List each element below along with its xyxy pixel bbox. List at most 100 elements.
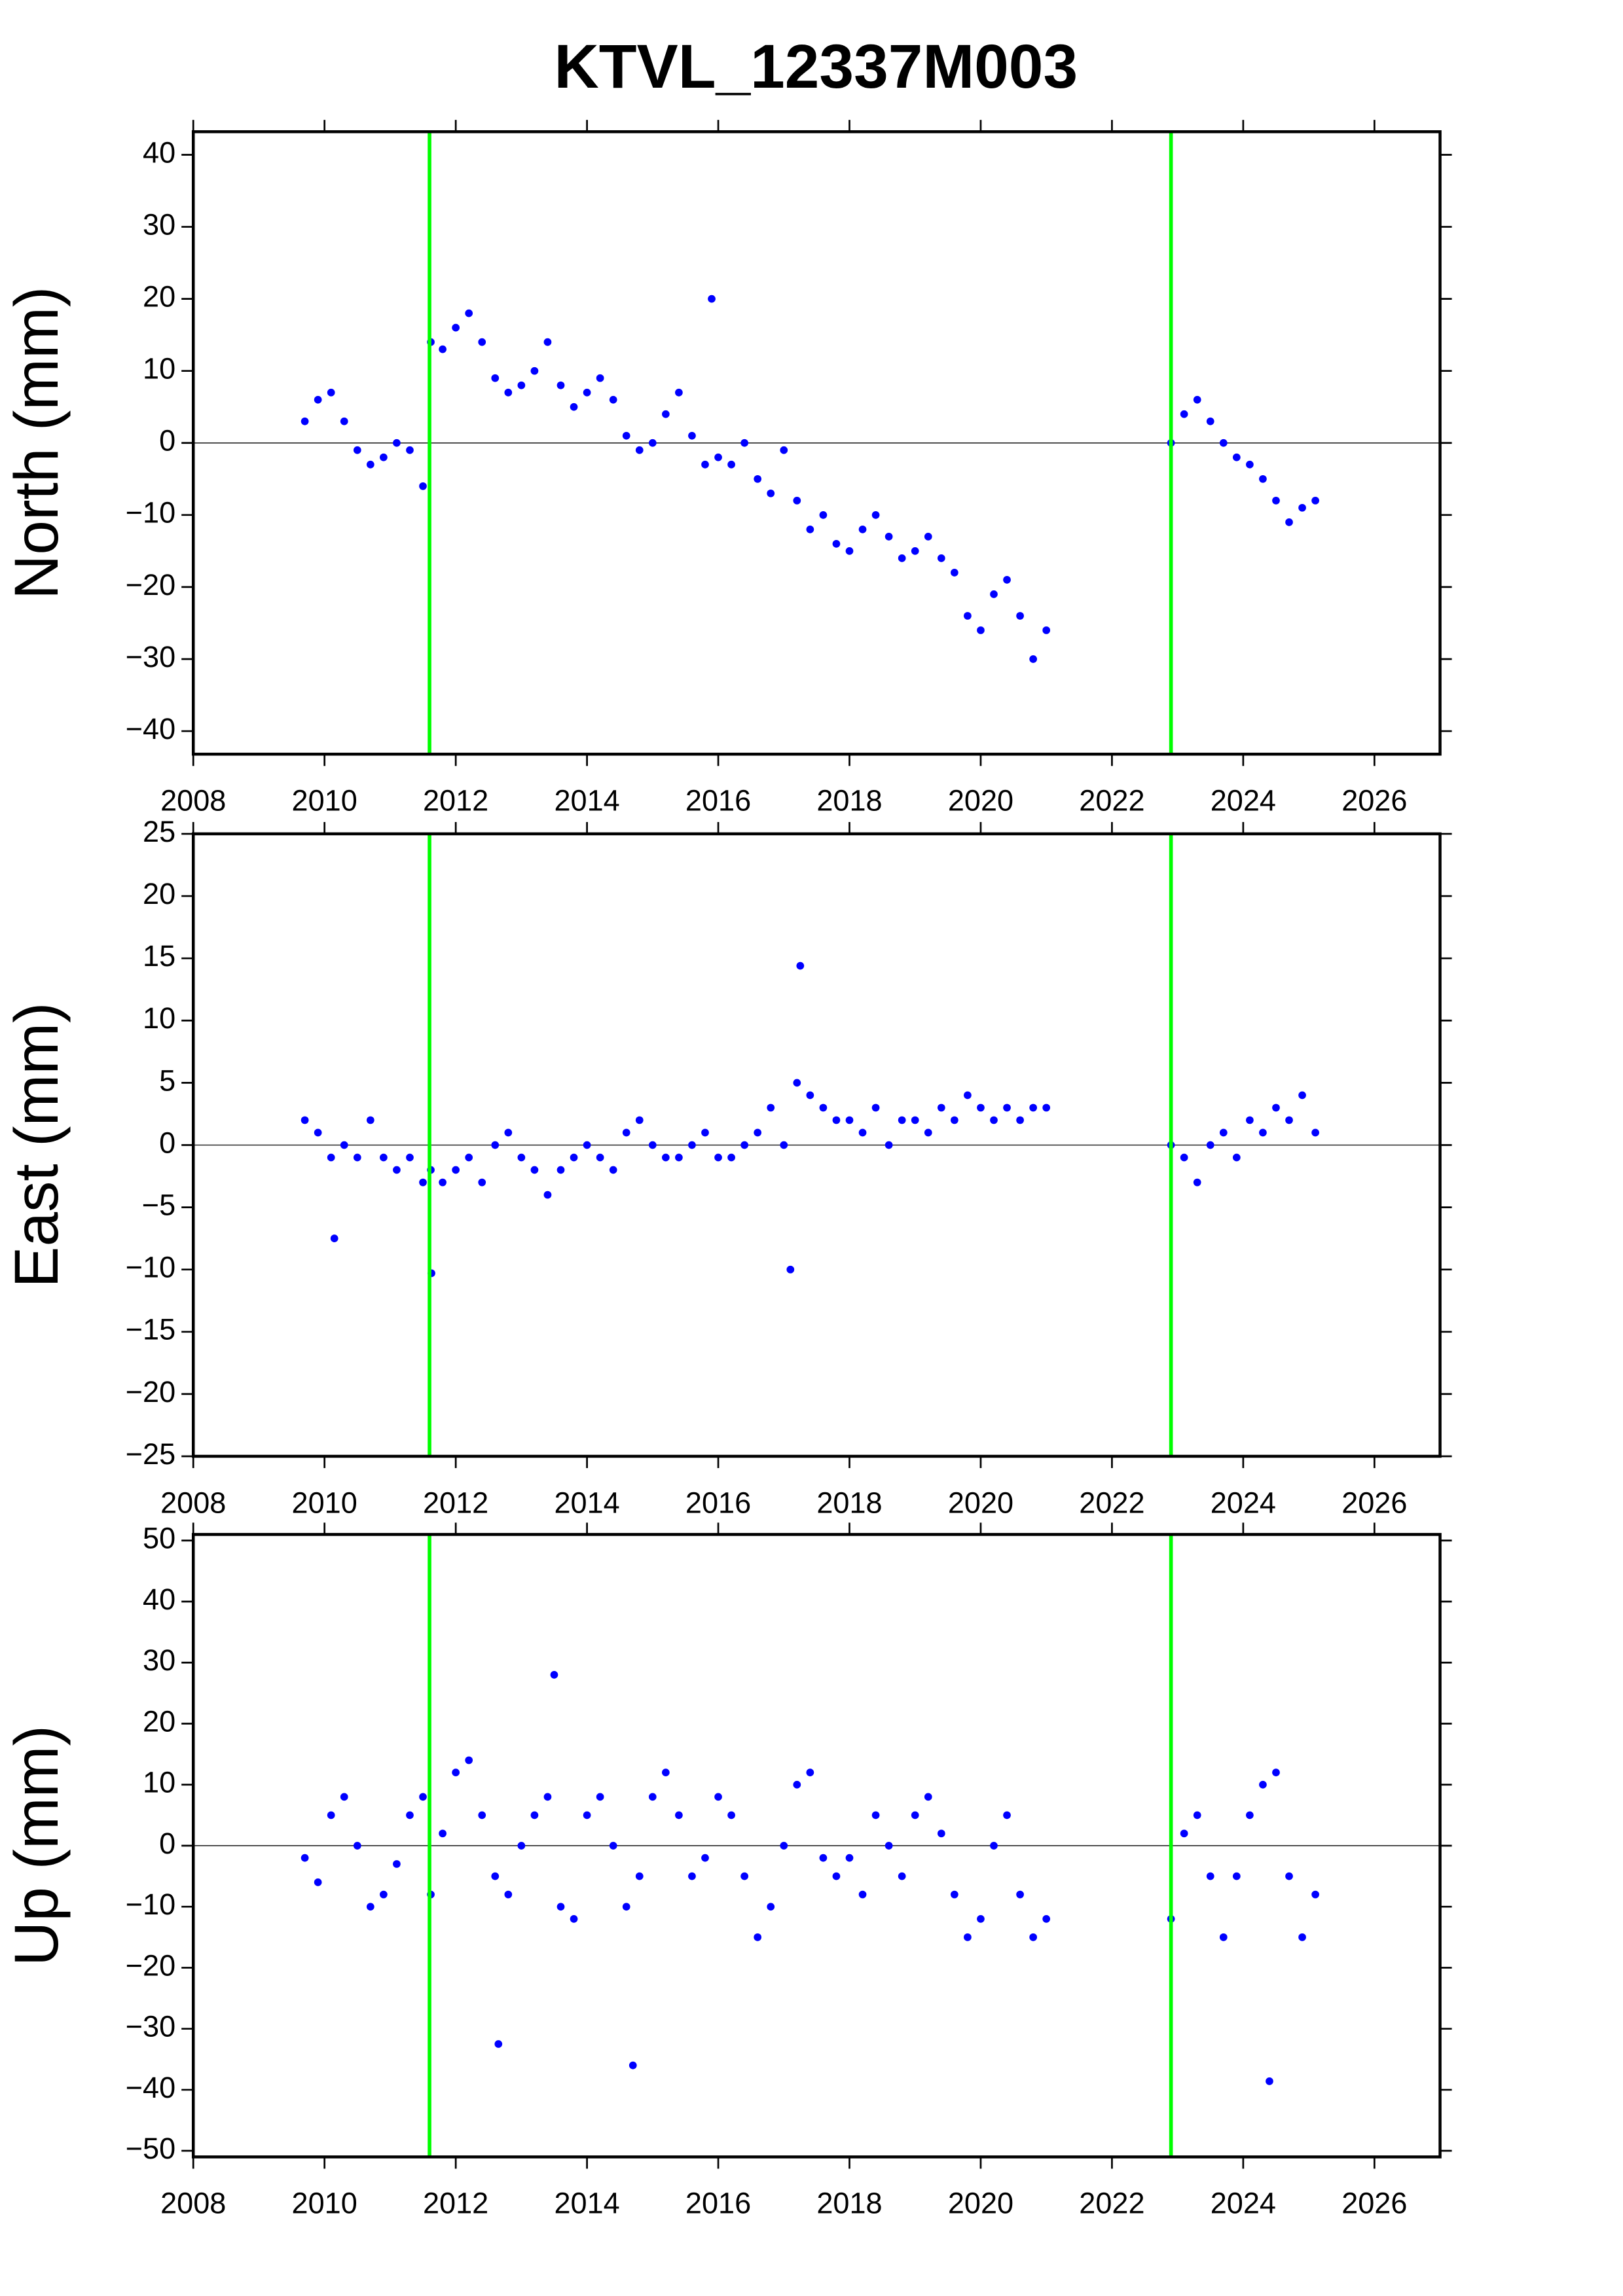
data-point (491, 374, 500, 382)
y-tick-label: 40 (143, 1583, 175, 1616)
data-point (662, 410, 670, 418)
data-point (635, 1116, 644, 1124)
data-point (1272, 496, 1280, 505)
x-tick-label: 2022 (1079, 2187, 1144, 2220)
data-point (1016, 1116, 1024, 1124)
figure-title: KTVL_12337M003 (554, 32, 1078, 101)
y-tick-label: 15 (143, 939, 175, 973)
data-point (754, 475, 762, 483)
data-point (570, 403, 578, 411)
y-axis-label: Up (mm) (2, 1725, 71, 1966)
y-tick-label: 30 (143, 207, 175, 241)
data-point (714, 453, 722, 461)
x-tick-label: 2010 (292, 1486, 357, 1519)
x-tick-label: 2016 (685, 1486, 751, 1519)
data-point (517, 1842, 526, 1850)
data-point (780, 1842, 788, 1850)
data-point (393, 1860, 401, 1868)
data-point (366, 460, 374, 469)
y-axis-label: North (mm) (2, 287, 71, 600)
x-tick-label: 2026 (1341, 2187, 1407, 2220)
y-tick-label: 50 (143, 1522, 175, 1555)
y-tick-label: −20 (126, 1375, 175, 1408)
data-point (1266, 2077, 1273, 2085)
x-tick-label: 2018 (816, 1486, 882, 1519)
y-tick-label: −20 (126, 568, 175, 601)
data-point (1272, 1768, 1280, 1776)
data-point (1003, 576, 1011, 584)
data-point (990, 1116, 998, 1124)
data-point (1206, 417, 1214, 425)
data-point (871, 511, 880, 519)
data-point (596, 1153, 604, 1162)
data-point (530, 367, 539, 375)
data-point (556, 1166, 565, 1174)
data-point (1193, 1811, 1201, 1820)
y-tick-label: −30 (126, 2010, 175, 2043)
data-point (1311, 496, 1319, 505)
y-tick-label: −10 (126, 1888, 175, 1921)
data-point (845, 547, 854, 555)
data-point (366, 1116, 374, 1124)
x-tick-label: 2026 (1341, 1486, 1407, 1519)
data-point (1298, 1091, 1306, 1100)
data-point (327, 1153, 335, 1162)
data-point (301, 1116, 309, 1124)
data-point (675, 1811, 683, 1820)
data-point (353, 1153, 361, 1162)
x-tick-label: 2022 (1079, 784, 1144, 817)
data-point (780, 1141, 788, 1149)
data-point (688, 431, 696, 440)
data-point (793, 1780, 801, 1789)
data-point (924, 1128, 932, 1137)
data-point (1042, 1103, 1051, 1112)
y-tick-label: −15 (126, 1313, 175, 1346)
data-point (1219, 439, 1228, 447)
data-point (596, 1793, 604, 1801)
data-point (570, 1153, 578, 1162)
data-point (1029, 655, 1037, 663)
data-point (583, 1141, 591, 1149)
x-tick-label: 2024 (1211, 784, 1276, 817)
data-point (314, 1128, 322, 1137)
data-point (1029, 1103, 1037, 1112)
data-point (596, 374, 604, 382)
data-point (793, 1079, 801, 1087)
data-point (990, 590, 998, 598)
y-tick-label: 10 (143, 352, 175, 386)
data-point (491, 1872, 500, 1880)
data-point (419, 482, 427, 490)
data-point (767, 1903, 775, 1911)
data-point (1206, 1872, 1214, 1880)
data-point (478, 1811, 486, 1820)
data-point (530, 1166, 539, 1174)
y-tick-label: −30 (126, 640, 175, 673)
x-tick-label: 2024 (1211, 2187, 1276, 2220)
data-point (951, 1116, 958, 1124)
data-point (478, 1178, 486, 1187)
data-point (1180, 410, 1188, 418)
data-point (937, 554, 945, 562)
data-point (327, 1811, 335, 1820)
data-point (806, 1768, 814, 1776)
x-tick-label: 2012 (423, 1486, 488, 1519)
data-point (465, 309, 473, 317)
data-point (380, 1890, 388, 1899)
data-point (301, 1854, 309, 1862)
y-tick-label: −20 (126, 1948, 175, 1982)
data-point (990, 1842, 998, 1850)
data-point (951, 569, 958, 577)
data-point (419, 1178, 427, 1187)
data-point (1016, 612, 1024, 620)
data-point (1180, 1153, 1188, 1162)
data-point (819, 1103, 828, 1112)
x-tick-label: 2012 (423, 784, 488, 817)
data-point (1232, 453, 1241, 461)
y-tick-label: −50 (126, 2132, 175, 2165)
data-point (622, 1128, 630, 1137)
x-tick-label: 2016 (685, 784, 751, 817)
data-point (648, 1141, 657, 1149)
data-point (754, 1933, 762, 1941)
data-point (353, 446, 361, 454)
data-point (911, 1811, 919, 1820)
